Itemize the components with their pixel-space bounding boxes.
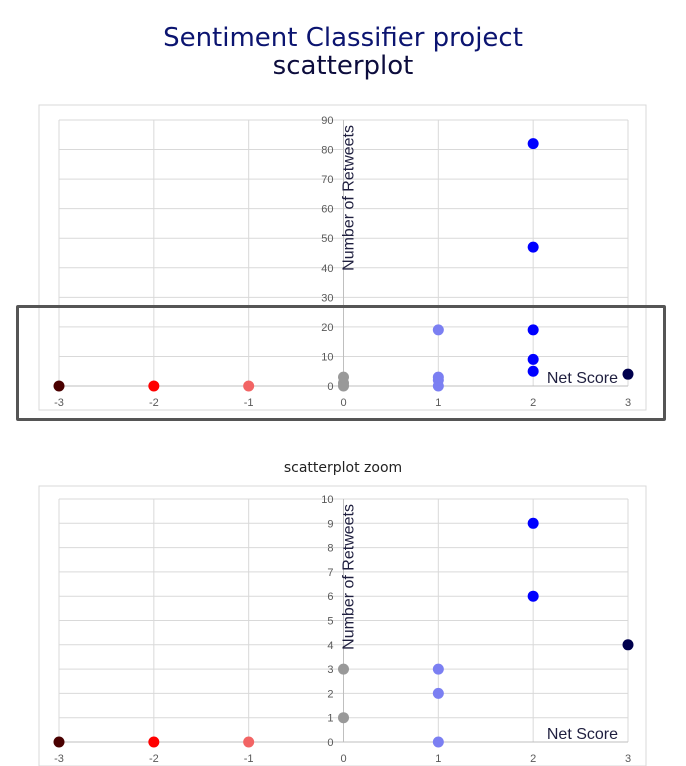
data-point [527,138,539,150]
y-tick-label: 70 [321,174,333,186]
x-tick-label: -1 [244,753,254,765]
x-tick-label: 1 [435,753,441,765]
data-point [243,736,255,748]
y-tick-label: 3 [327,664,333,676]
x-tick-label: -3 [54,753,64,765]
data-point [338,371,349,383]
zoom-chart-title: scatterplot zoom [283,460,403,476]
y-tick-label: 4 [327,640,333,652]
scatterplot-chart: 0 10 20 30 40 50 60 70 80 90 -3 -2 -1 0 1 2 3 Number of R… [38,104,647,411]
x-axis-title: Net Score [547,370,618,387]
y-tick-label: 40 [321,263,333,275]
x-tick-label: -3 [54,397,64,409]
y-tick-label: 30 [321,292,333,304]
data-point [432,663,444,675]
data-point [432,736,444,748]
x-tick-label: 0 [340,397,346,409]
x-tick-label: 3 [625,397,631,409]
data-point [432,324,444,336]
data-point [338,663,349,675]
y-tick-label: 0 [327,381,333,393]
data-point [527,241,539,253]
y-tick-label: 7 [327,567,333,579]
x-tick-label: -2 [149,753,159,765]
x-tick-label: 2 [530,753,536,765]
data-point [527,324,539,336]
y-tick-label: 5 [327,616,333,628]
x-tick-label: 2 [530,397,536,409]
y-tick-label: 8 [327,543,333,555]
data-point [527,590,539,602]
y-tick-label: 80 [321,145,333,157]
data-point [243,380,255,392]
y-tick-label: 10 [321,494,333,506]
data-point [148,380,160,392]
y-tick-label: 1 [327,713,333,725]
y-tick-label: 2 [327,688,333,700]
y-tick-label: 9 [327,518,333,530]
page-title: Sentiment Classifier project [163,23,523,53]
data-point [527,365,539,377]
y-tick-label: 60 [321,204,333,216]
x-tick-label: -1 [244,397,254,409]
y-tick-label: 10 [321,351,333,363]
data-point [53,736,65,748]
data-point [622,368,634,380]
y-tick-label: 6 [327,591,333,603]
chart-frame [38,104,647,411]
page-subtitle: scatterplot [272,51,414,81]
data-point [148,736,160,748]
data-point [527,517,539,529]
x-tick-label: 1 [435,397,441,409]
zoom-region-highlight [16,305,666,421]
data-point [53,380,65,392]
x-tick-label: 0 [340,753,346,765]
y-tick-label: 20 [321,322,333,334]
y-tick-label: 0 [327,737,333,749]
y-tick-label: 90 [321,115,333,127]
y-axis-title: Number of Retweets [341,504,358,650]
data-point [527,353,539,365]
data-point [338,712,349,724]
data-point [622,639,634,651]
data-point [432,371,444,383]
x-tick-label: -2 [149,397,159,409]
data-point [432,687,444,699]
y-axis-title: Number of Retweets [341,125,358,271]
x-axis-title: Net Score [547,726,618,743]
y-tick-label: 50 [321,233,333,245]
x-tick-label: 3 [625,753,631,765]
